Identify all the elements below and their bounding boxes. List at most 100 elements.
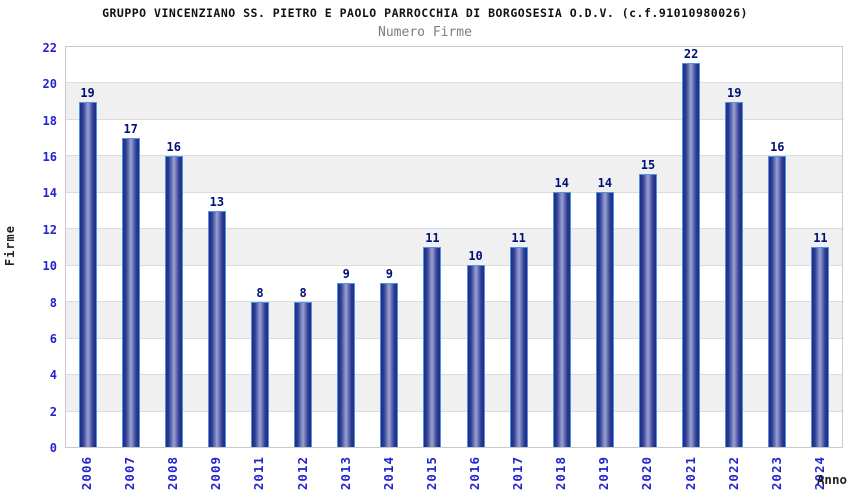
x-tick-2007: 2007 xyxy=(108,452,151,500)
bar-value-label: 9 xyxy=(342,267,350,282)
bar-value-label: 8 xyxy=(299,285,307,300)
y-tick-label-14: 14 xyxy=(42,186,57,201)
bars-layer: 19 17 16 13 8 8 9 9 11 10 11 14 14 15 22 19 16 11 xyxy=(66,47,842,447)
grid-band-8-10 xyxy=(66,264,842,301)
grid-band-6-8 xyxy=(66,301,842,338)
bar-column-2021: 22 xyxy=(670,47,713,447)
x-tick-label: 2006 xyxy=(79,456,95,491)
y-axis-ticks: 0 2 4 6 8 10 12 14 16 18 20 22 xyxy=(0,42,57,454)
bar-value-label: 19 xyxy=(726,85,742,100)
bar-column-2016: 10 xyxy=(454,47,497,447)
x-tick-label: 2021 xyxy=(682,456,698,491)
x-tick-2017: 2017 xyxy=(496,452,539,500)
bar-column-2014: 9 xyxy=(368,47,411,447)
x-tick-label: 2018 xyxy=(553,456,569,491)
x-tick-label: 2020 xyxy=(639,456,655,491)
x-tick-2021: 2021 xyxy=(669,452,712,500)
x-tick-label: 2012 xyxy=(294,456,310,491)
grid-band-14-16 xyxy=(66,155,842,192)
x-tick-2013: 2013 xyxy=(324,452,367,500)
grid-band-4-6 xyxy=(66,337,842,374)
x-tick-label: 2015 xyxy=(423,456,439,491)
x-tick-2008: 2008 xyxy=(151,452,194,500)
y-tick-label-22: 22 xyxy=(42,41,57,55)
plot-area: 19 17 16 13 8 8 9 9 11 10 11 14 14 15 22 19 16 11 xyxy=(65,46,843,448)
bar-2022[interactable] xyxy=(725,101,744,447)
plot-bands xyxy=(66,47,842,447)
x-tick-label: 2013 xyxy=(337,456,353,491)
bar-2018[interactable] xyxy=(552,192,571,447)
x-tick-label: 2008 xyxy=(165,456,181,491)
bar-value-label: 13 xyxy=(209,194,225,209)
bar-2009[interactable] xyxy=(207,210,226,447)
y-tick-label-4: 4 xyxy=(49,368,57,383)
bar-column-2006: 19 xyxy=(66,47,109,447)
bar-value-label: 9 xyxy=(385,267,393,282)
bar-column-2018: 14 xyxy=(540,47,583,447)
x-axis-ticks: 2006 2007 2008 2009 2011 2012 2013 2014 2015 2016… xyxy=(65,452,841,500)
bar-2006[interactable] xyxy=(78,101,97,447)
bar-value-label: 11 xyxy=(813,231,828,245)
bar-2013[interactable] xyxy=(337,283,356,447)
grid-band-2-4 xyxy=(66,374,842,411)
bar-column-2024: 11 xyxy=(799,47,842,447)
x-tick-label: 2009 xyxy=(208,456,224,491)
bar-value-label: 15 xyxy=(640,158,656,173)
bar-2007[interactable] xyxy=(121,137,140,447)
bar-value-label: 16 xyxy=(770,140,785,155)
bar-value-label: 14 xyxy=(554,176,569,191)
bar-value-label: 11 xyxy=(425,231,440,245)
bar-value-label: 10 xyxy=(468,249,483,264)
bar-column-2009: 13 xyxy=(195,47,238,447)
x-tick-2023: 2023 xyxy=(755,452,798,500)
bar-column-2017: 11 xyxy=(497,47,540,447)
bar-column-2007: 17 xyxy=(109,47,152,447)
bar-2016[interactable] xyxy=(466,265,485,447)
grid-band-10-12 xyxy=(66,228,842,265)
x-tick-label: 2007 xyxy=(122,456,138,491)
y-tick-label-0: 0 xyxy=(49,441,57,455)
bar-column-2020: 15 xyxy=(626,47,669,447)
x-tick-2015: 2015 xyxy=(410,452,453,500)
grid-band-18-20 xyxy=(66,82,842,119)
chart-subtitle: Numero Firme xyxy=(378,25,472,40)
bar-value-label: 17 xyxy=(123,121,138,136)
grid-band-12-14 xyxy=(66,191,842,228)
x-tick-2009: 2009 xyxy=(194,452,237,500)
bar-column-2023: 16 xyxy=(756,47,799,447)
bar-2019[interactable] xyxy=(595,192,614,447)
bar-2011[interactable] xyxy=(250,301,269,447)
bar-value-label: 8 xyxy=(256,285,264,300)
bar-2014[interactable] xyxy=(380,283,399,447)
bar-column-2022: 19 xyxy=(713,47,756,447)
y-tick-label-20: 20 xyxy=(42,77,57,92)
bar-value-label: 14 xyxy=(597,176,613,191)
bar-column-2013: 9 xyxy=(325,47,368,447)
y-tick-label-8: 8 xyxy=(49,295,57,310)
bar-2023[interactable] xyxy=(768,156,787,447)
x-tick-2006: 2006 xyxy=(65,452,108,500)
x-tick-label: 2017 xyxy=(510,456,526,491)
x-tick-label: 2014 xyxy=(380,456,396,491)
bar-column-2012: 8 xyxy=(282,47,325,447)
y-tick-label-6: 6 xyxy=(49,331,57,346)
grid-band-16-18 xyxy=(66,118,842,155)
x-tick-2011: 2011 xyxy=(237,452,280,500)
bar-column-2011: 8 xyxy=(238,47,281,447)
bar-2012[interactable] xyxy=(294,301,313,447)
x-tick-2014: 2014 xyxy=(367,452,410,500)
x-axis-title: Anno xyxy=(816,472,847,487)
y-tick-label-12: 12 xyxy=(42,222,57,237)
bar-2015[interactable] xyxy=(423,247,442,447)
x-tick-2019: 2019 xyxy=(582,452,625,500)
x-tick-2018: 2018 xyxy=(539,452,582,500)
x-tick-2022: 2022 xyxy=(712,452,755,500)
bar-2017[interactable] xyxy=(509,247,528,447)
x-tick-label: 2011 xyxy=(251,456,267,491)
bar-2020[interactable] xyxy=(638,174,657,447)
bar-2021[interactable] xyxy=(682,63,701,447)
bar-column-2008: 16 xyxy=(152,47,195,447)
bar-2024[interactable] xyxy=(811,247,830,447)
bar-2008[interactable] xyxy=(164,156,183,447)
